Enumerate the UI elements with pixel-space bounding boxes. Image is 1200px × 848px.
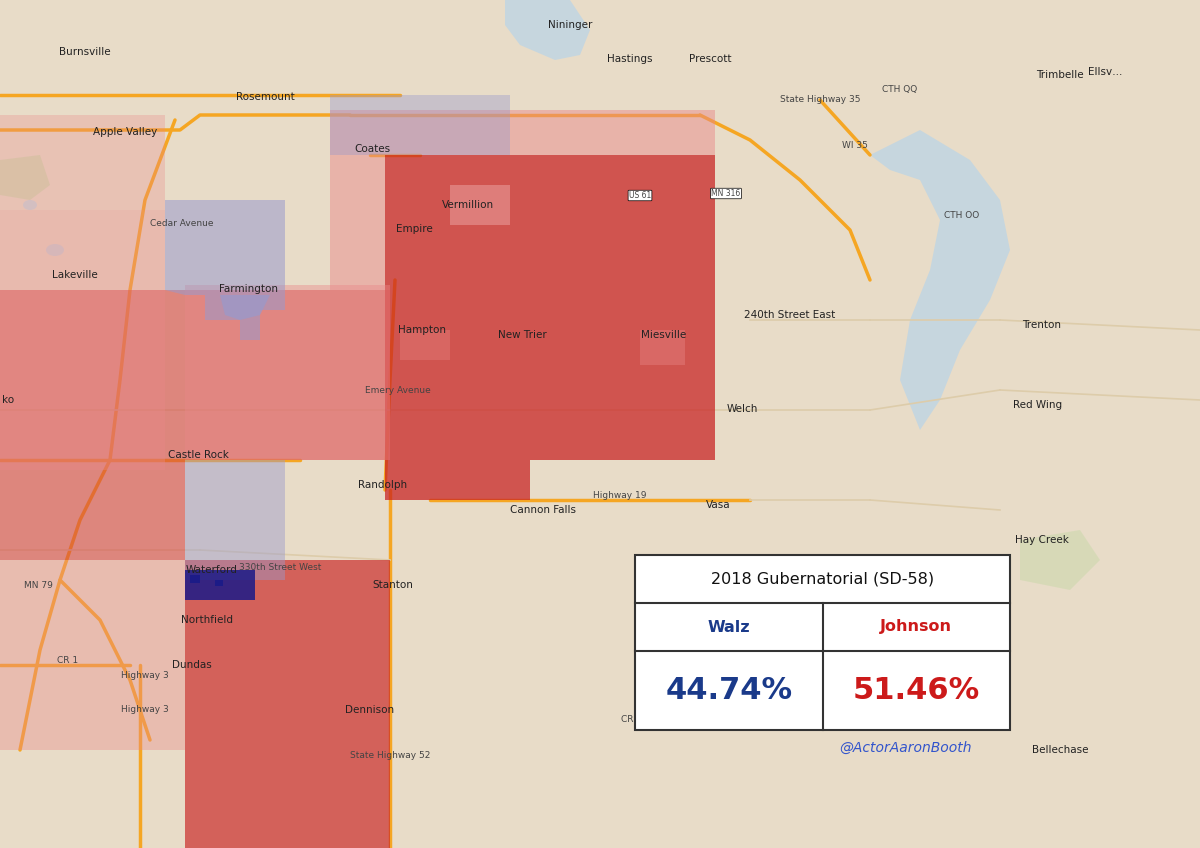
Text: Hastings: Hastings (607, 54, 653, 64)
Text: Red Wing: Red Wing (1014, 400, 1062, 410)
Text: Nininger: Nininger (548, 20, 592, 30)
Polygon shape (0, 290, 390, 560)
Text: CR 1: CR 1 (58, 656, 78, 665)
Text: County 9 Boulevard: County 9 Boulevard (677, 715, 780, 725)
Text: Miesville: Miesville (641, 330, 686, 340)
Polygon shape (1020, 530, 1100, 590)
Text: Prescott: Prescott (689, 54, 731, 64)
Text: Empire: Empire (396, 224, 432, 234)
Text: State Highway 52: State Highway 52 (350, 751, 430, 760)
Text: Stanton: Stanton (372, 580, 414, 590)
Text: CTH OO: CTH OO (944, 211, 979, 220)
Text: Rosemount: Rosemount (235, 92, 294, 102)
Polygon shape (220, 295, 270, 320)
Text: MN 316: MN 316 (712, 189, 740, 198)
Polygon shape (400, 330, 450, 360)
Text: Dundas: Dundas (172, 660, 212, 670)
Polygon shape (185, 560, 390, 848)
Text: Northfield: Northfield (181, 615, 233, 625)
Text: @ActorAaronBooth: @ActorAaronBooth (839, 741, 971, 755)
Text: Waterford: Waterford (186, 565, 238, 575)
Polygon shape (0, 155, 50, 200)
Text: New Trier: New Trier (498, 330, 546, 340)
Polygon shape (185, 285, 390, 460)
Polygon shape (185, 570, 256, 600)
Text: Cannon Falls: Cannon Falls (510, 505, 576, 515)
Polygon shape (0, 560, 185, 750)
Text: State Highway 35: State Highway 35 (780, 95, 860, 104)
Text: Highway 3: Highway 3 (121, 705, 169, 714)
Text: Castle Rock: Castle Rock (168, 450, 228, 460)
Text: Vasa: Vasa (706, 500, 731, 510)
Polygon shape (385, 155, 715, 500)
Polygon shape (0, 210, 166, 470)
FancyBboxPatch shape (635, 555, 1010, 730)
Ellipse shape (23, 200, 37, 210)
Text: Goodhue: Goodhue (815, 710, 862, 720)
Bar (215, 580, 223, 586)
Text: Lakeville: Lakeville (52, 270, 98, 280)
Text: Randolph: Randolph (359, 480, 408, 490)
Text: Hay Creek: Hay Creek (1015, 535, 1069, 545)
Polygon shape (185, 460, 286, 580)
Text: Ellsv…: Ellsv… (1087, 67, 1122, 77)
Text: Highway 19: Highway 19 (593, 491, 647, 500)
Text: Trenton: Trenton (1022, 320, 1062, 330)
Text: Johnson: Johnson (881, 620, 953, 634)
Text: Coates: Coates (354, 144, 390, 154)
Text: Highway 3: Highway 3 (121, 671, 169, 680)
Text: 240th Street East: 240th Street East (744, 310, 835, 320)
Text: Vermillion: Vermillion (442, 200, 494, 210)
Text: Apple Valley: Apple Valley (92, 127, 157, 137)
Text: 51.46%: 51.46% (853, 676, 980, 705)
Text: 330th Street West: 330th Street West (239, 563, 322, 572)
Bar (190, 575, 200, 583)
Polygon shape (505, 0, 590, 60)
Text: Emery Avenue: Emery Avenue (365, 386, 431, 395)
Polygon shape (870, 130, 1010, 430)
Text: CTH QQ: CTH QQ (882, 85, 918, 94)
Text: 44.74%: 44.74% (665, 676, 792, 705)
Text: Dennison: Dennison (346, 705, 395, 715)
Text: ko: ko (2, 395, 14, 405)
Text: Hampton: Hampton (398, 325, 446, 335)
Text: 2018 Gubernatorial (SD-58): 2018 Gubernatorial (SD-58) (710, 572, 934, 587)
Text: Trimbelle: Trimbelle (1036, 70, 1084, 80)
Text: WI 35: WI 35 (842, 141, 868, 150)
Polygon shape (166, 200, 286, 295)
Polygon shape (205, 295, 286, 340)
Polygon shape (0, 115, 166, 210)
Polygon shape (640, 330, 685, 365)
Polygon shape (330, 110, 715, 290)
Text: Farmington: Farmington (218, 284, 277, 294)
Polygon shape (450, 185, 510, 225)
Text: Cedar Avenue: Cedar Avenue (150, 219, 214, 228)
Text: Walz: Walz (708, 620, 750, 634)
Text: Welch: Welch (726, 404, 757, 414)
Text: MN 79: MN 79 (24, 581, 53, 590)
Text: Burnsville: Burnsville (59, 47, 110, 57)
Ellipse shape (46, 244, 64, 256)
Text: US 61: US 61 (629, 191, 652, 200)
Polygon shape (330, 95, 510, 155)
Text: Bellechase: Bellechase (1032, 745, 1088, 755)
Text: CR 9: CR 9 (622, 715, 642, 724)
